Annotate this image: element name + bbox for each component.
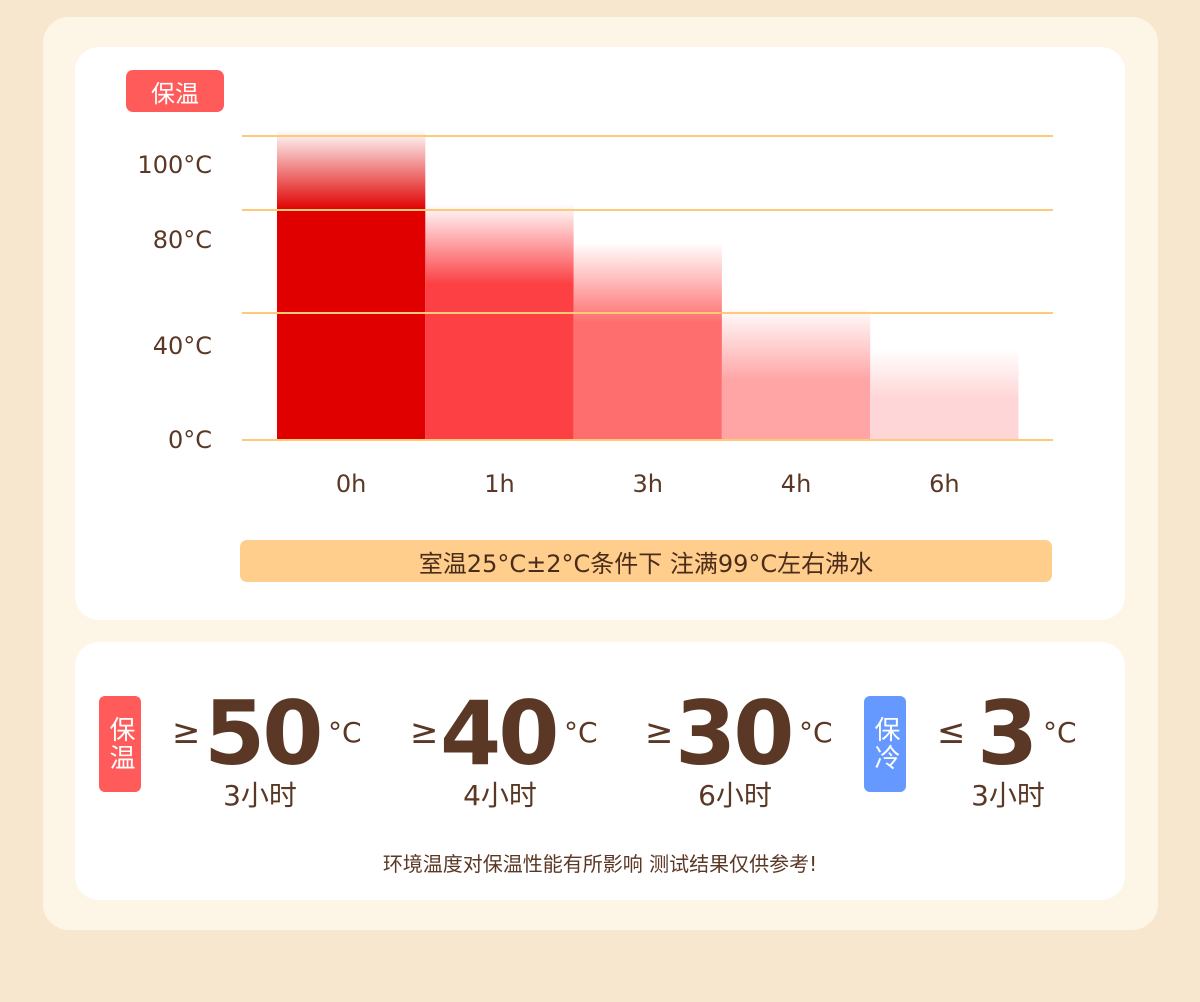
stats-card — [75, 642, 1125, 900]
disclaimer: 环境温度对保温性能有所影响 测试结果仅供参考! — [382, 852, 818, 876]
x-tick-label: 4h — [781, 470, 811, 498]
temperature-bar-chart: 0h 1h 3h 4h 6h 0°C 40°C 80°C 100°C — [137, 130, 1053, 498]
keep-warm-tag: 保温 — [126, 70, 224, 112]
stat-unit: °C — [564, 716, 598, 749]
stat-value: 50 — [204, 682, 323, 785]
y-tick-label: 80°C — [153, 226, 212, 254]
x-tick-label: 1h — [484, 470, 514, 498]
stat-duration: 3小时 — [223, 779, 297, 812]
stat-duration: 3小时 — [971, 779, 1045, 812]
y-tick-label: 40°C — [153, 332, 212, 360]
stat-value: 30 — [675, 682, 794, 785]
y-tick-label: 0°C — [168, 426, 212, 454]
keep-cold-vertical-tag: 保冷 — [864, 696, 906, 792]
stat-symbol: ≥ — [410, 712, 439, 752]
x-tick-label: 0h — [336, 470, 366, 498]
x-tick-label: 6h — [929, 470, 959, 498]
stat-duration: 6小时 — [698, 779, 772, 812]
keep-warm-vertical-tag: 保温 — [99, 696, 141, 792]
stat-value: 3 — [977, 682, 1038, 785]
stat-unit: °C — [799, 716, 833, 749]
bar-0h — [277, 130, 426, 440]
x-tick-label: 3h — [633, 470, 663, 498]
bar-4h — [721, 307, 871, 440]
stat-duration: 4小时 — [463, 779, 537, 812]
condition-note: 室温25°C±2°C条件下 注满99°C左右沸水 — [240, 540, 1052, 582]
y-tick-label: 100°C — [137, 151, 212, 179]
stat-symbol: ≤ — [937, 712, 966, 752]
stat-symbol: ≥ — [172, 712, 201, 752]
stat-unit: °C — [328, 716, 362, 749]
bar-3h — [573, 242, 722, 440]
stat-value: 40 — [440, 682, 559, 785]
stat-symbol: ≥ — [645, 712, 674, 752]
bar-6h — [870, 348, 1019, 440]
bar-1h — [425, 204, 574, 440]
stat-unit: °C — [1043, 716, 1077, 749]
